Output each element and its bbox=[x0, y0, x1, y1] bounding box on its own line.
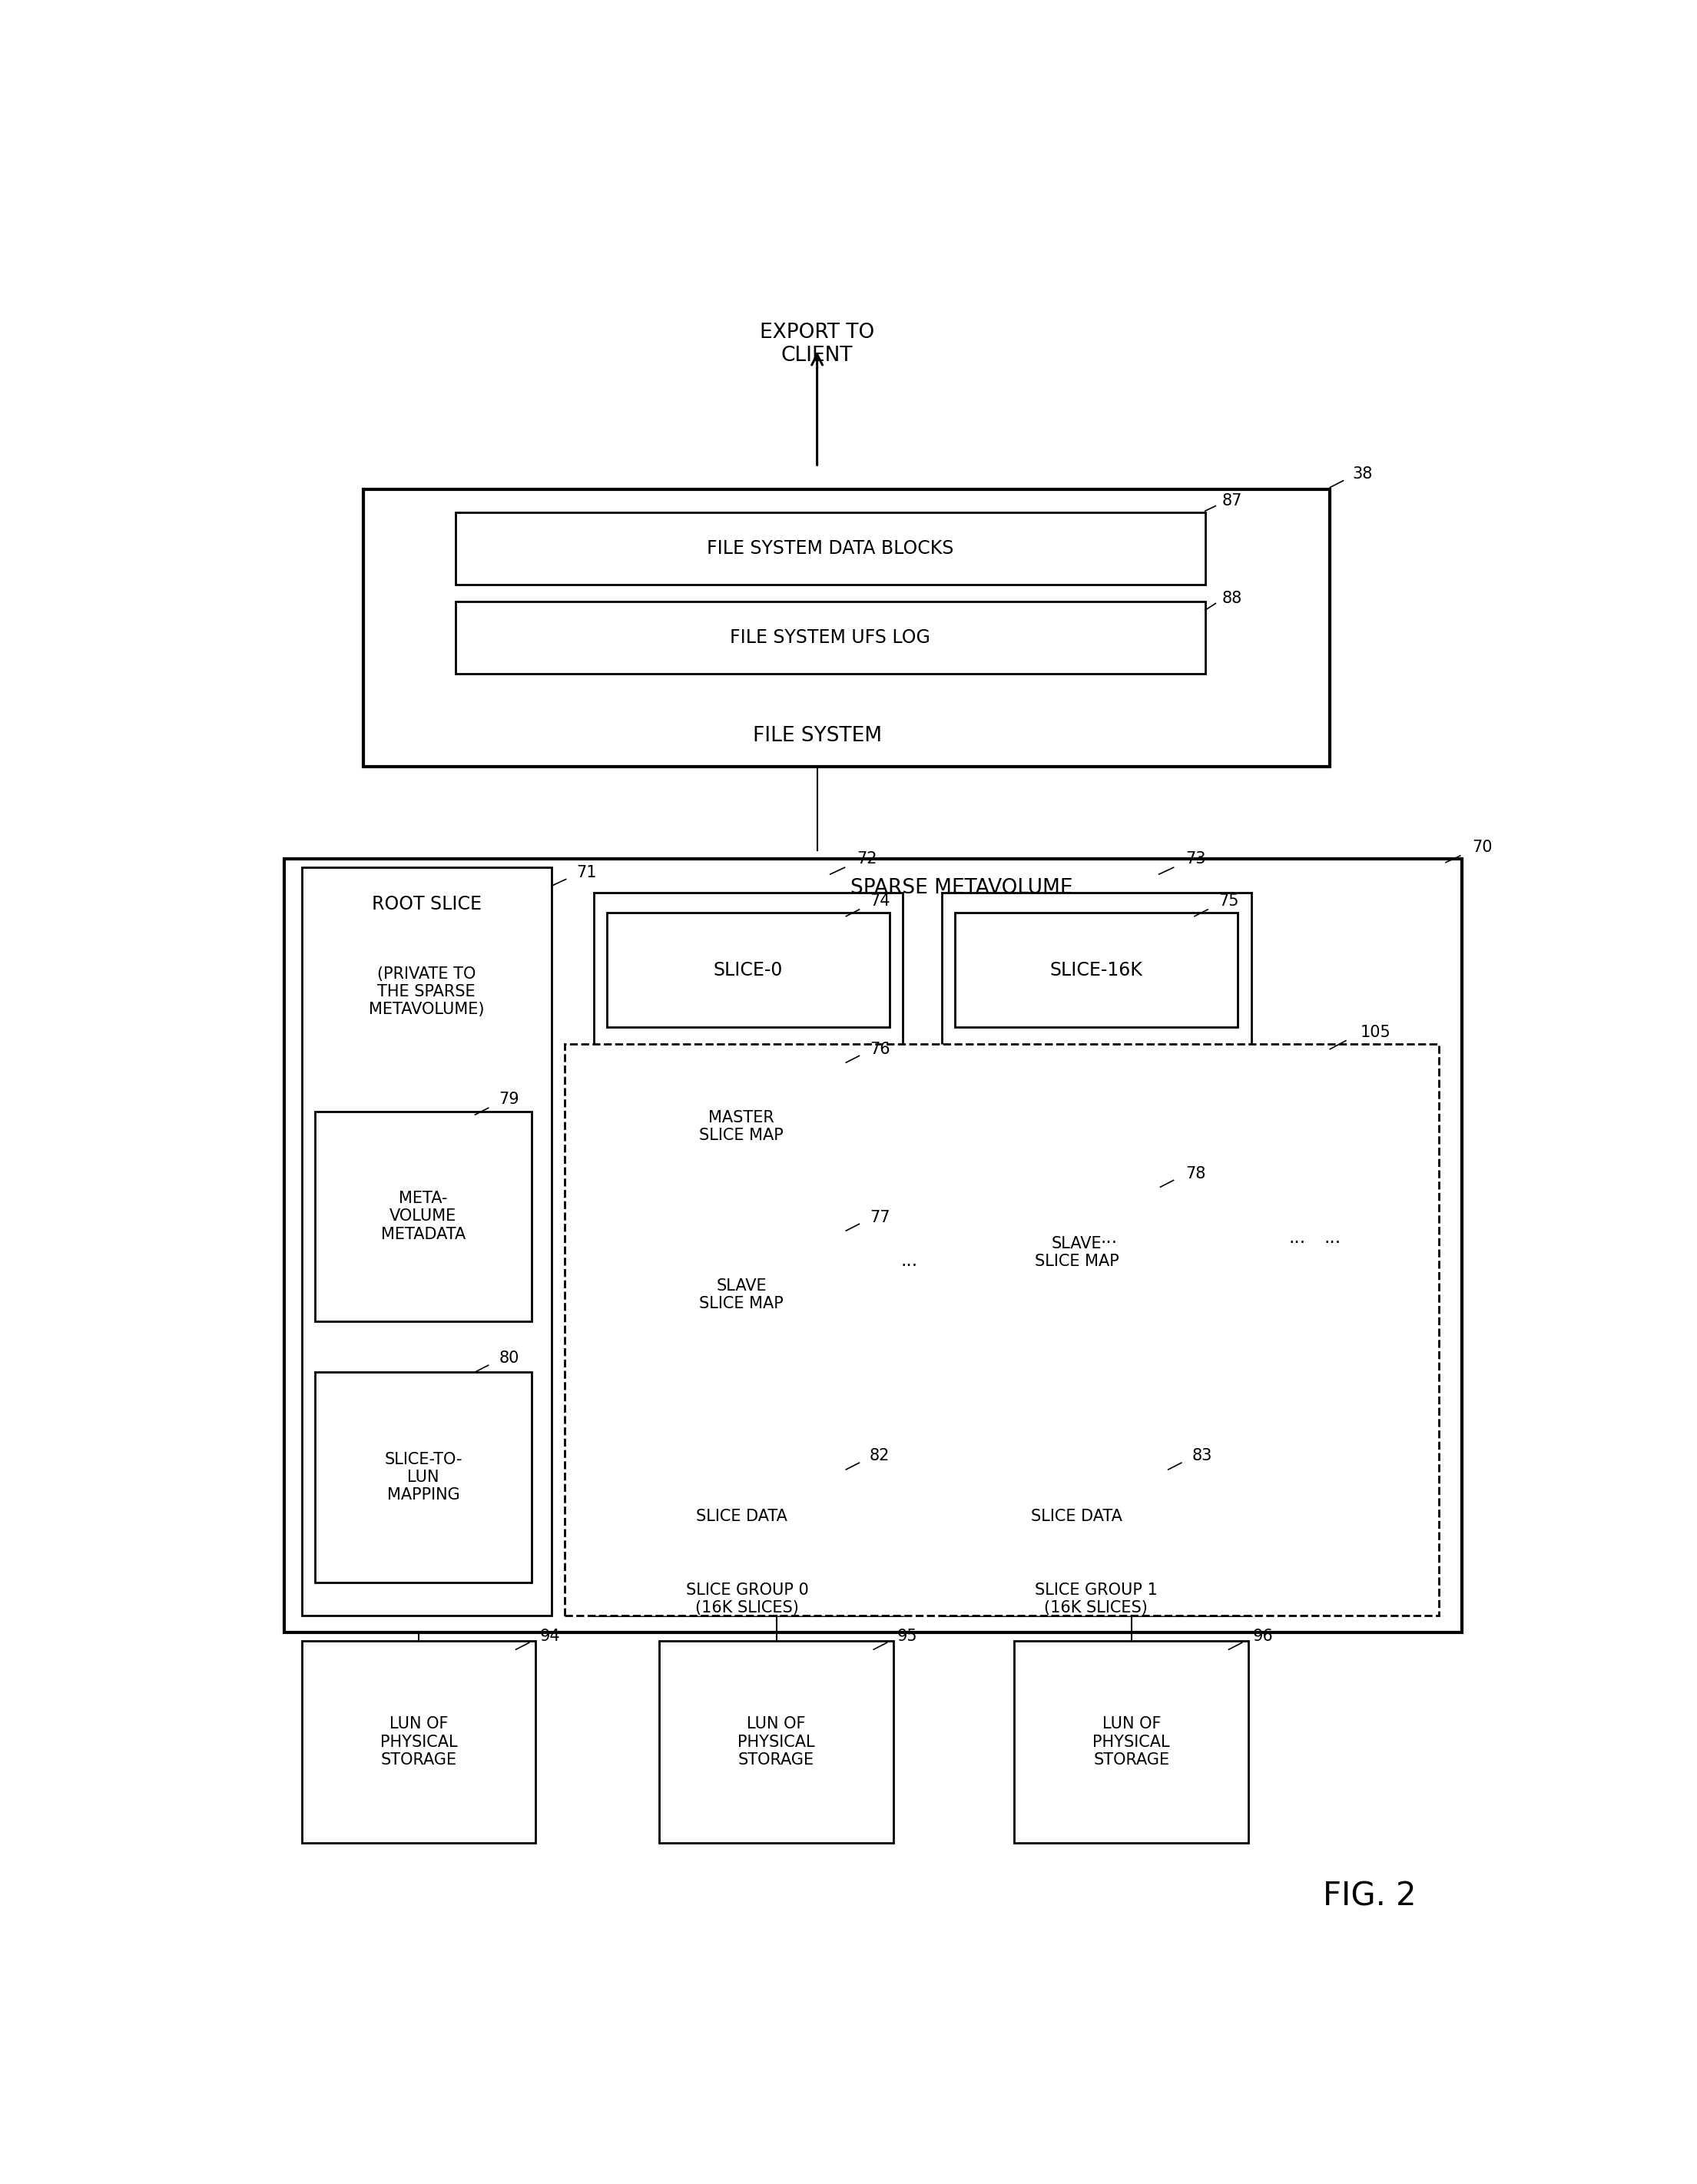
Text: 77: 77 bbox=[871, 1210, 889, 1225]
Text: ...: ... bbox=[901, 1251, 918, 1271]
Text: 94: 94 bbox=[540, 1629, 560, 1645]
Bar bbox=[613, 1225, 871, 1363]
Text: FILE SYSTEM UFS LOG: FILE SYSTEM UFS LOG bbox=[730, 629, 930, 646]
Text: SLICE DATA: SLICE DATA bbox=[696, 1509, 787, 1524]
Text: SLICE-0: SLICE-0 bbox=[713, 961, 782, 978]
Text: FILE SYSTEM DATA BLOCKS: FILE SYSTEM DATA BLOCKS bbox=[708, 539, 954, 559]
Text: 79: 79 bbox=[499, 1092, 519, 1107]
Bar bbox=[455, 603, 1205, 675]
Bar bbox=[613, 1468, 871, 1566]
Text: 83: 83 bbox=[1191, 1448, 1212, 1463]
Bar bbox=[955, 913, 1239, 1026]
Bar bbox=[363, 489, 1330, 767]
Text: SLICE GROUP 0
(16K SLICES): SLICE GROUP 0 (16K SLICES) bbox=[686, 1583, 809, 1616]
Text: SLAVE
SLICE MAP: SLAVE SLICE MAP bbox=[1035, 1236, 1118, 1269]
Text: 96: 96 bbox=[1252, 1629, 1273, 1645]
Bar bbox=[285, 858, 1461, 1634]
Text: SLICE DATA: SLICE DATA bbox=[1032, 1509, 1122, 1524]
Text: SLAVE
SLICE MAP: SLAVE SLICE MAP bbox=[699, 1278, 784, 1310]
Text: (PRIVATE TO
THE SPARSE
METAVOLUME): (PRIVATE TO THE SPARSE METAVOLUME) bbox=[368, 968, 484, 1018]
Bar bbox=[608, 913, 889, 1026]
Text: 72: 72 bbox=[857, 852, 877, 867]
Text: 88: 88 bbox=[1222, 590, 1242, 607]
Bar bbox=[314, 1112, 531, 1321]
Text: SLICE-16K: SLICE-16K bbox=[1050, 961, 1144, 978]
Text: 76: 76 bbox=[871, 1042, 891, 1057]
Text: 71: 71 bbox=[577, 865, 597, 880]
Text: 95: 95 bbox=[898, 1629, 918, 1645]
Text: EXPORT TO
CLIENT: EXPORT TO CLIENT bbox=[760, 323, 874, 365]
Text: ...: ... bbox=[1324, 1227, 1341, 1247]
Bar bbox=[302, 867, 552, 1616]
Bar bbox=[314, 1372, 531, 1581]
Text: LUN OF
PHYSICAL
STORAGE: LUN OF PHYSICAL STORAGE bbox=[738, 1717, 815, 1767]
Text: SPARSE METAVOLUME: SPARSE METAVOLUME bbox=[850, 878, 1073, 898]
Text: 105: 105 bbox=[1361, 1024, 1392, 1040]
Text: ROOT SLICE: ROOT SLICE bbox=[372, 895, 482, 913]
Text: MASTER
SLICE MAP: MASTER SLICE MAP bbox=[699, 1109, 784, 1142]
Bar bbox=[955, 1184, 1198, 1321]
Bar bbox=[594, 893, 903, 1616]
Text: 82: 82 bbox=[871, 1448, 889, 1463]
Text: SLICE GROUP 1
(16K SLICES): SLICE GROUP 1 (16K SLICES) bbox=[1035, 1583, 1157, 1616]
Text: 38: 38 bbox=[1353, 467, 1373, 483]
Bar bbox=[302, 1640, 536, 1843]
Bar bbox=[660, 1640, 893, 1843]
Text: ...: ... bbox=[1288, 1227, 1305, 1247]
Bar bbox=[1015, 1640, 1249, 1843]
Bar bbox=[613, 1057, 871, 1195]
Text: 78: 78 bbox=[1185, 1166, 1205, 1182]
Text: LUN OF
PHYSICAL
STORAGE: LUN OF PHYSICAL STORAGE bbox=[1093, 1717, 1171, 1767]
Text: 74: 74 bbox=[871, 893, 889, 909]
Bar bbox=[942, 893, 1251, 1616]
Text: FIG. 2: FIG. 2 bbox=[1322, 1880, 1417, 1913]
Text: 70: 70 bbox=[1471, 839, 1492, 854]
Text: ...: ... bbox=[1101, 1227, 1118, 1247]
Text: 80: 80 bbox=[499, 1352, 519, 1367]
Text: FILE SYSTEM: FILE SYSTEM bbox=[752, 727, 882, 747]
Text: META-
VOLUME
METADATA: META- VOLUME METADATA bbox=[380, 1190, 465, 1243]
Text: 75: 75 bbox=[1218, 893, 1239, 909]
Text: SLICE-TO-
LUN
MAPPING: SLICE-TO- LUN MAPPING bbox=[384, 1452, 462, 1503]
Text: 73: 73 bbox=[1185, 852, 1205, 867]
Bar bbox=[565, 1044, 1439, 1616]
Text: LUN OF
PHYSICAL
STORAGE: LUN OF PHYSICAL STORAGE bbox=[380, 1717, 456, 1767]
Bar bbox=[955, 1468, 1198, 1566]
Bar bbox=[455, 513, 1205, 585]
Text: 87: 87 bbox=[1222, 494, 1242, 509]
